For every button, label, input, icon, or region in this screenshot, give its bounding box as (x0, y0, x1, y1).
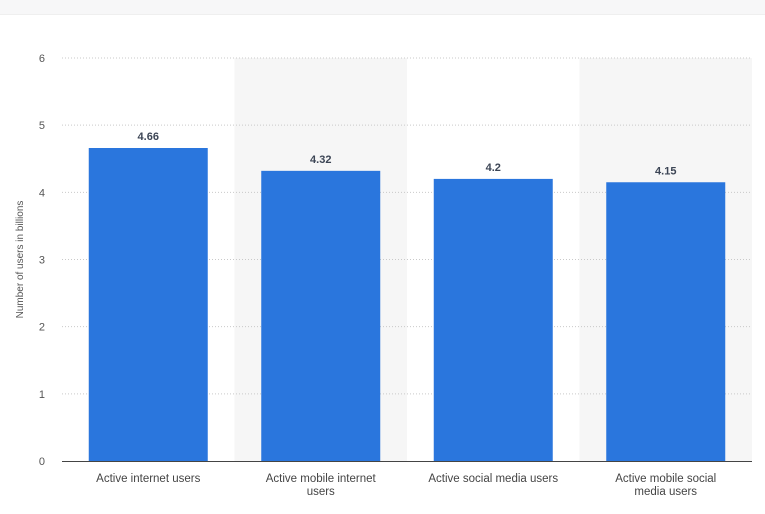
x-tick-label-1: Active mobile internet users (266, 473, 377, 498)
x-axis-labels: Active internet users Active mobile inter… (96, 473, 716, 498)
y-tick-label-6: 6 (39, 53, 45, 65)
data-label-3: 4.15 (655, 165, 676, 177)
y-tick-label-5: 5 (39, 120, 45, 132)
y-tick-label-0: 0 (39, 456, 45, 468)
data-label-2: 4.2 (486, 162, 501, 174)
bar-3[interactable] (606, 182, 726, 461)
bar-0[interactable] (88, 148, 208, 461)
data-labels: 4.66 4.32 4.2 4.15 (138, 131, 677, 177)
y-axis-title: Number of users in billions (15, 201, 26, 319)
x-tick-label-3: Active mobile social media users (615, 473, 716, 498)
y-axis-ticks: 0 1 2 3 4 5 6 (39, 53, 45, 468)
data-label-0: 4.66 (138, 131, 159, 143)
x-tick-label-2: Active social media users (428, 473, 558, 485)
data-label-1: 4.32 (310, 154, 331, 166)
bar-2[interactable] (433, 178, 553, 461)
y-tick-label-1: 1 (39, 389, 45, 401)
y-tick-label-4: 4 (39, 187, 45, 199)
y-tick-label-3: 3 (39, 255, 45, 267)
bars (88, 148, 726, 461)
bar-1[interactable] (261, 170, 381, 461)
top-strip (0, 0, 765, 15)
x-tick-label-0: Active internet users (96, 473, 200, 485)
y-tick-label-2: 2 (39, 322, 45, 334)
